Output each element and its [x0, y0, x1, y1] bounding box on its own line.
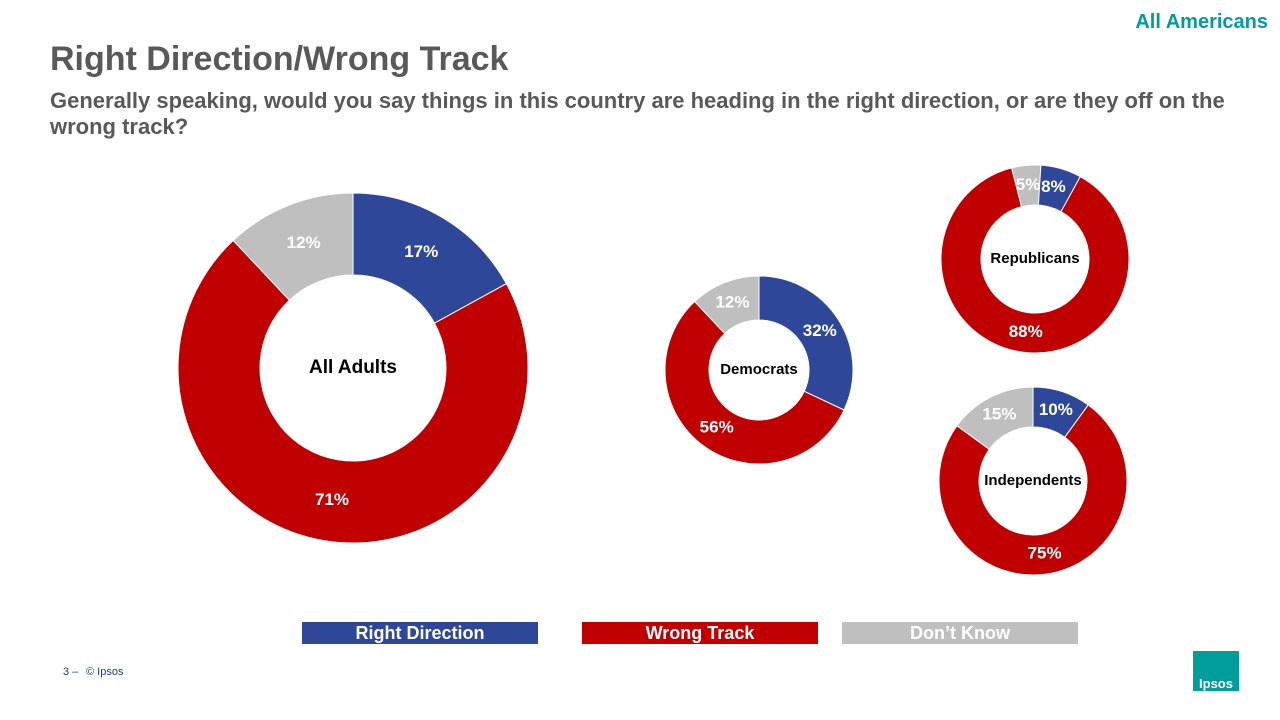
value-label: 12%: [715, 293, 749, 312]
value-label: 88%: [1009, 322, 1043, 341]
value-label: 10%: [1039, 400, 1073, 419]
value-label: 5%: [1016, 175, 1041, 194]
value-label: 15%: [982, 405, 1016, 424]
page-number: 3 –: [63, 666, 79, 678]
donut-center-label: Independents: [984, 472, 1082, 489]
legend-label: Don’t Know: [910, 623, 1011, 643]
legend-swatch: [302, 622, 538, 644]
donut-segment: [956, 386, 1034, 450]
value-label: 56%: [700, 418, 734, 437]
value-label: 8%: [1041, 177, 1066, 196]
donut-segment: [940, 167, 1130, 354]
copyright: © Ipsos: [86, 666, 124, 678]
legend-label: Right Direction: [356, 623, 485, 643]
slide-subtitle: Generally speaking, would you say things…: [50, 88, 1225, 139]
donut-center-label: Democrats: [720, 361, 798, 378]
donut-segment: [177, 239, 529, 544]
donut-segment: [232, 192, 354, 301]
donut-center-label: All Adults: [309, 357, 397, 378]
header-tag: All Americans: [1135, 11, 1268, 33]
value-label: 12%: [287, 233, 321, 252]
legend-swatch: [582, 622, 818, 644]
donut-segment: [1011, 164, 1042, 208]
donut-segment: [693, 275, 760, 335]
slide-title: Right Direction/Wrong Track: [50, 40, 509, 78]
donut-segment: [758, 275, 854, 411]
value-label: 75%: [1028, 544, 1062, 563]
legend-label: Wrong Track: [646, 623, 756, 643]
donut-center-label: Republicans: [990, 250, 1079, 267]
donut-segment: [664, 300, 845, 465]
logo: Ipsos: [1193, 651, 1239, 691]
legend-swatch: [842, 622, 1078, 644]
value-label: 71%: [315, 490, 349, 509]
value-label: 32%: [803, 321, 837, 340]
value-label: 17%: [404, 242, 438, 261]
